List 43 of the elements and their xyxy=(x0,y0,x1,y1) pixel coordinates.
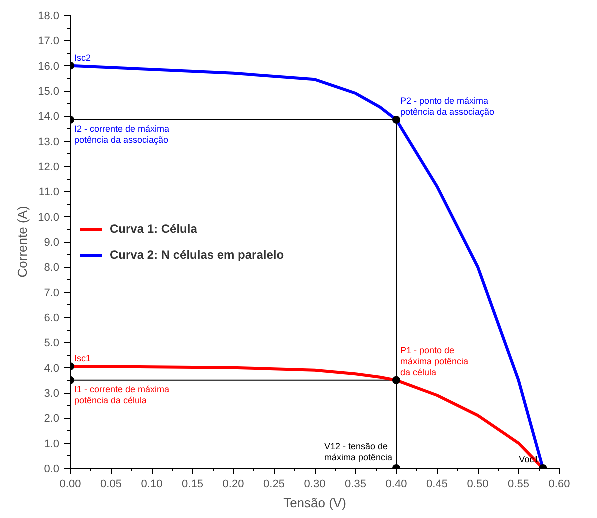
y-tick-label: 10.0 xyxy=(38,212,60,224)
x-tick-label: 0.05 xyxy=(100,478,122,490)
y-tick-label: 11.0 xyxy=(38,186,60,199)
y-tick-label: 18.0 xyxy=(38,10,60,22)
annotation: I2 - corrente de máxima potência da associação xyxy=(74,124,170,145)
x-tick-label: 0.45 xyxy=(426,478,448,490)
annotation: P2 - ponto de máxima potência da associação xyxy=(400,96,495,117)
y-tick-label: 17.0 xyxy=(38,36,60,48)
x-axis-title: Tensão (V) xyxy=(284,496,346,510)
y-tick-label: 1.0 xyxy=(44,438,60,450)
annotation: P1 - ponto de máxima potência da célula xyxy=(400,345,469,378)
legend-label: Curva 2: N células em paralelo xyxy=(110,248,284,262)
y-tick-label: 13.0 xyxy=(38,136,60,148)
annotation: I1 - corrente de máxima potência da célula xyxy=(74,384,170,406)
y-tick-label: 6.0 xyxy=(44,312,60,324)
x-tick-label: 0.10 xyxy=(141,478,163,490)
x-tick-label: 0.40 xyxy=(386,478,408,490)
x-tick-label: 0.00 xyxy=(60,478,82,490)
x-tick-label: 0.30 xyxy=(304,478,326,490)
y-tick-label: 8.0 xyxy=(44,262,60,274)
y-tick-label: 0.0 xyxy=(44,464,60,476)
x-tick-label: 0.35 xyxy=(345,478,366,490)
y-axis-title: Corrente (A) xyxy=(15,206,30,278)
y-tick-label: 7.0 xyxy=(44,287,60,300)
annotation: V12 - tensão de máxima potência xyxy=(324,442,393,462)
y-tick-label: 9.0 xyxy=(44,237,60,249)
annotation: Isc1 xyxy=(74,354,92,364)
legend-label: Curva 1: Célula xyxy=(110,222,198,236)
y-tick-label: 16.0 xyxy=(38,60,60,73)
x-tick-label: 0.15 xyxy=(182,478,204,490)
y-tick-label: 12.0 xyxy=(38,162,60,174)
x-tick-label: 0.60 xyxy=(548,478,570,490)
annotation: Isc2 xyxy=(74,52,92,63)
y-tick-label: 14.0 xyxy=(38,111,60,124)
x-tick-label: 0.20 xyxy=(222,478,244,490)
x-tick-label: 0.25 xyxy=(264,478,285,490)
y-tick-label: 4.0 xyxy=(44,362,60,375)
y-tick-label: 15.0 xyxy=(38,86,60,98)
y-tick-label: 2.0 xyxy=(44,413,60,426)
x-tick-label: 0.55 xyxy=(508,478,530,490)
x-tick-label: 0.50 xyxy=(467,478,489,490)
y-tick-label: 3.0 xyxy=(44,388,60,400)
y-tick-label: 5.0 xyxy=(44,338,60,350)
